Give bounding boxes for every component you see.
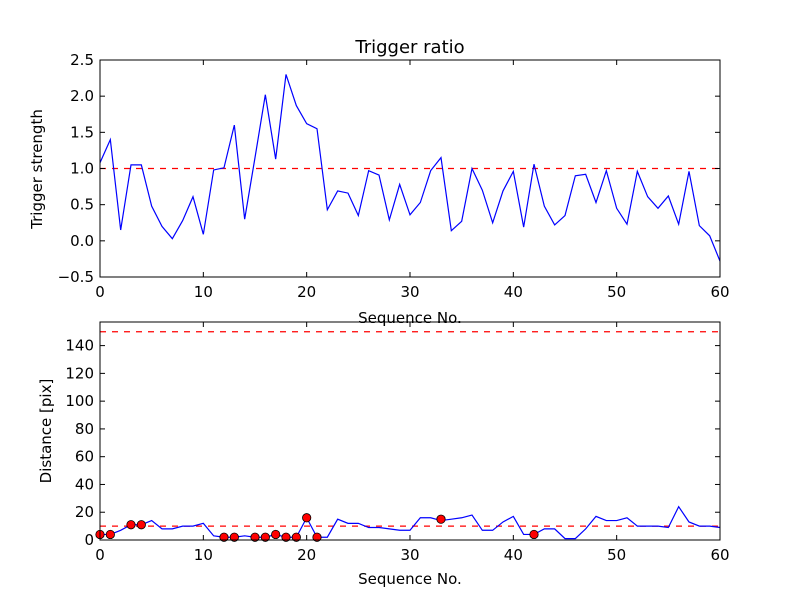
x-tick-label: 50 (607, 546, 626, 564)
y-tick-label: 100 (65, 392, 94, 410)
y-tick-label: 2.5 (70, 51, 94, 69)
y-tick-label: 80 (75, 420, 94, 438)
x-tick-label: 30 (400, 283, 419, 301)
data-point-marker (436, 514, 446, 524)
y-tick-label: 60 (75, 448, 94, 466)
y-tick-label: 20 (75, 503, 94, 521)
y-axis-label: Distance [pix] (37, 379, 55, 484)
y-tick-label: 1.5 (70, 123, 94, 141)
data-point-marker (312, 532, 322, 542)
trigger-ratio-plot: Trigger ratio 0 10 20 30 40 50 60 −0.5 0.0 0.5 1.0… (28, 37, 730, 327)
x-tick-label: 50 (607, 283, 626, 301)
y-tick-label: 0.5 (70, 196, 94, 214)
series-line (99, 74, 721, 262)
y-tick-label: 2.0 (70, 87, 94, 105)
distance-plot: 0 10 20 30 40 50 60 0 20 40 60 80 100 120 140 Sequence… (37, 321, 730, 588)
data-point-marker (291, 532, 301, 542)
x-axis-label: Sequence No. (358, 570, 462, 588)
data-point-marker (281, 532, 291, 542)
y-tick-label: 120 (65, 364, 94, 382)
data-point-marker (271, 529, 281, 540)
y-tick-label: −0.5 (58, 268, 94, 286)
y-axis-label: Trigger strength (28, 109, 46, 230)
data-point-marker (105, 529, 115, 540)
data-point-marker (250, 532, 260, 542)
x-tick-label: 20 (297, 546, 316, 564)
y-tick-label: 0.0 (70, 232, 94, 250)
x-tick-label: 60 (710, 283, 729, 301)
x-tick-label: 30 (400, 546, 419, 564)
x-tick-label: 0 (95, 546, 105, 564)
data-point-marker (260, 532, 270, 542)
x-tick-label: 40 (504, 546, 523, 564)
plot-frame (99, 321, 721, 541)
data-point-marker (229, 532, 239, 542)
label-mask (280, 300, 540, 321)
data-point-marker (136, 520, 146, 530)
data-point-marker (126, 520, 136, 530)
x-tick-label: 60 (710, 546, 729, 564)
data-point-marker (529, 529, 539, 540)
plot-frame (99, 59, 721, 278)
chart-title: Trigger ratio (354, 37, 464, 58)
x-tick-label: 10 (194, 546, 213, 564)
x-tick-label: 0 (95, 283, 105, 301)
y-tick-label: 1.0 (70, 160, 94, 178)
y-tick-label: 40 (75, 475, 94, 493)
y-tick-label: 140 (65, 337, 94, 355)
data-point-marker (219, 532, 229, 542)
x-tick-label: 40 (504, 283, 523, 301)
x-tick-label: 20 (297, 283, 316, 301)
x-tick-label: 10 (194, 283, 213, 301)
data-point-marker (302, 513, 312, 523)
y-tick-label: 0 (84, 531, 94, 549)
series-line (100, 505, 721, 540)
